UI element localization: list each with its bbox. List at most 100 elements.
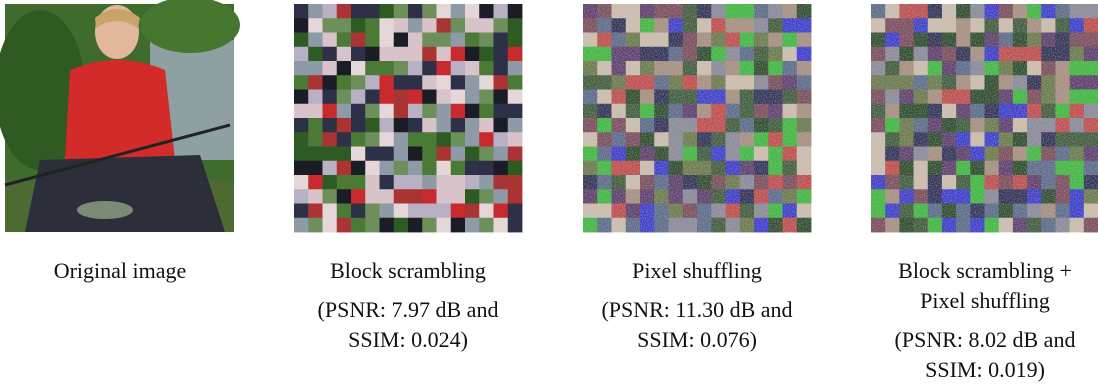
block <box>451 204 466 219</box>
block <box>437 47 452 62</box>
block <box>494 18 509 33</box>
block <box>437 132 452 147</box>
block <box>408 175 423 190</box>
block <box>494 118 509 133</box>
block <box>394 47 409 62</box>
block <box>351 161 366 176</box>
block <box>294 175 309 190</box>
block <box>294 204 309 219</box>
block <box>365 175 380 190</box>
block <box>380 104 395 119</box>
block <box>451 132 466 147</box>
block <box>494 61 509 76</box>
block <box>380 75 395 90</box>
block <box>394 75 409 90</box>
block <box>380 218 395 233</box>
block <box>308 90 323 105</box>
block <box>351 90 366 105</box>
block <box>494 75 509 90</box>
caption: Pixel shuffling <box>920 288 1050 313</box>
block <box>394 189 409 204</box>
block <box>451 18 466 33</box>
block <box>408 4 423 19</box>
block <box>337 175 352 190</box>
block <box>365 218 380 233</box>
block <box>380 47 395 62</box>
block <box>408 61 423 76</box>
block <box>508 161 523 176</box>
block <box>465 61 480 76</box>
block <box>479 104 494 119</box>
block <box>422 118 437 133</box>
block <box>451 90 466 105</box>
block <box>294 147 309 162</box>
block <box>479 132 494 147</box>
block <box>494 161 509 176</box>
block <box>408 47 423 62</box>
block <box>508 75 523 90</box>
block <box>465 132 480 147</box>
block <box>394 90 409 105</box>
block <box>408 75 423 90</box>
block <box>451 104 466 119</box>
block <box>508 90 523 105</box>
block <box>451 189 466 204</box>
block <box>294 90 309 105</box>
block <box>337 47 352 62</box>
noise-overlay <box>871 4 1098 232</box>
block <box>337 75 352 90</box>
block <box>494 104 509 119</box>
block <box>508 118 523 133</box>
block <box>422 104 437 119</box>
block <box>323 4 338 19</box>
block <box>437 147 452 162</box>
block <box>508 4 523 19</box>
block <box>465 18 480 33</box>
block <box>351 147 366 162</box>
block <box>408 189 423 204</box>
block <box>323 147 338 162</box>
block <box>294 218 309 233</box>
block <box>323 118 338 133</box>
block <box>408 161 423 176</box>
block <box>465 161 480 176</box>
block <box>465 189 480 204</box>
block <box>451 118 466 133</box>
block <box>494 33 509 48</box>
block <box>437 175 452 190</box>
block <box>308 4 323 19</box>
block <box>479 147 494 162</box>
block <box>337 147 352 162</box>
block <box>437 161 452 176</box>
block <box>308 104 323 119</box>
block <box>380 132 395 147</box>
block <box>465 204 480 219</box>
block <box>308 47 323 62</box>
block <box>422 33 437 48</box>
block <box>394 175 409 190</box>
block <box>394 147 409 162</box>
block <box>479 161 494 176</box>
block <box>451 33 466 48</box>
block <box>365 33 380 48</box>
block <box>494 147 509 162</box>
block <box>380 161 395 176</box>
block <box>308 175 323 190</box>
block <box>323 204 338 219</box>
block <box>408 33 423 48</box>
block <box>380 189 395 204</box>
block <box>465 218 480 233</box>
block <box>494 132 509 147</box>
block <box>337 189 352 204</box>
block <box>380 33 395 48</box>
block <box>465 4 480 19</box>
block <box>294 132 309 147</box>
block <box>479 75 494 90</box>
block <box>365 18 380 33</box>
block <box>437 218 452 233</box>
block <box>365 147 380 162</box>
block <box>365 4 380 19</box>
metrics: (PSNR: 11.30 dB and <box>601 297 792 322</box>
block <box>408 104 423 119</box>
block <box>451 61 466 76</box>
